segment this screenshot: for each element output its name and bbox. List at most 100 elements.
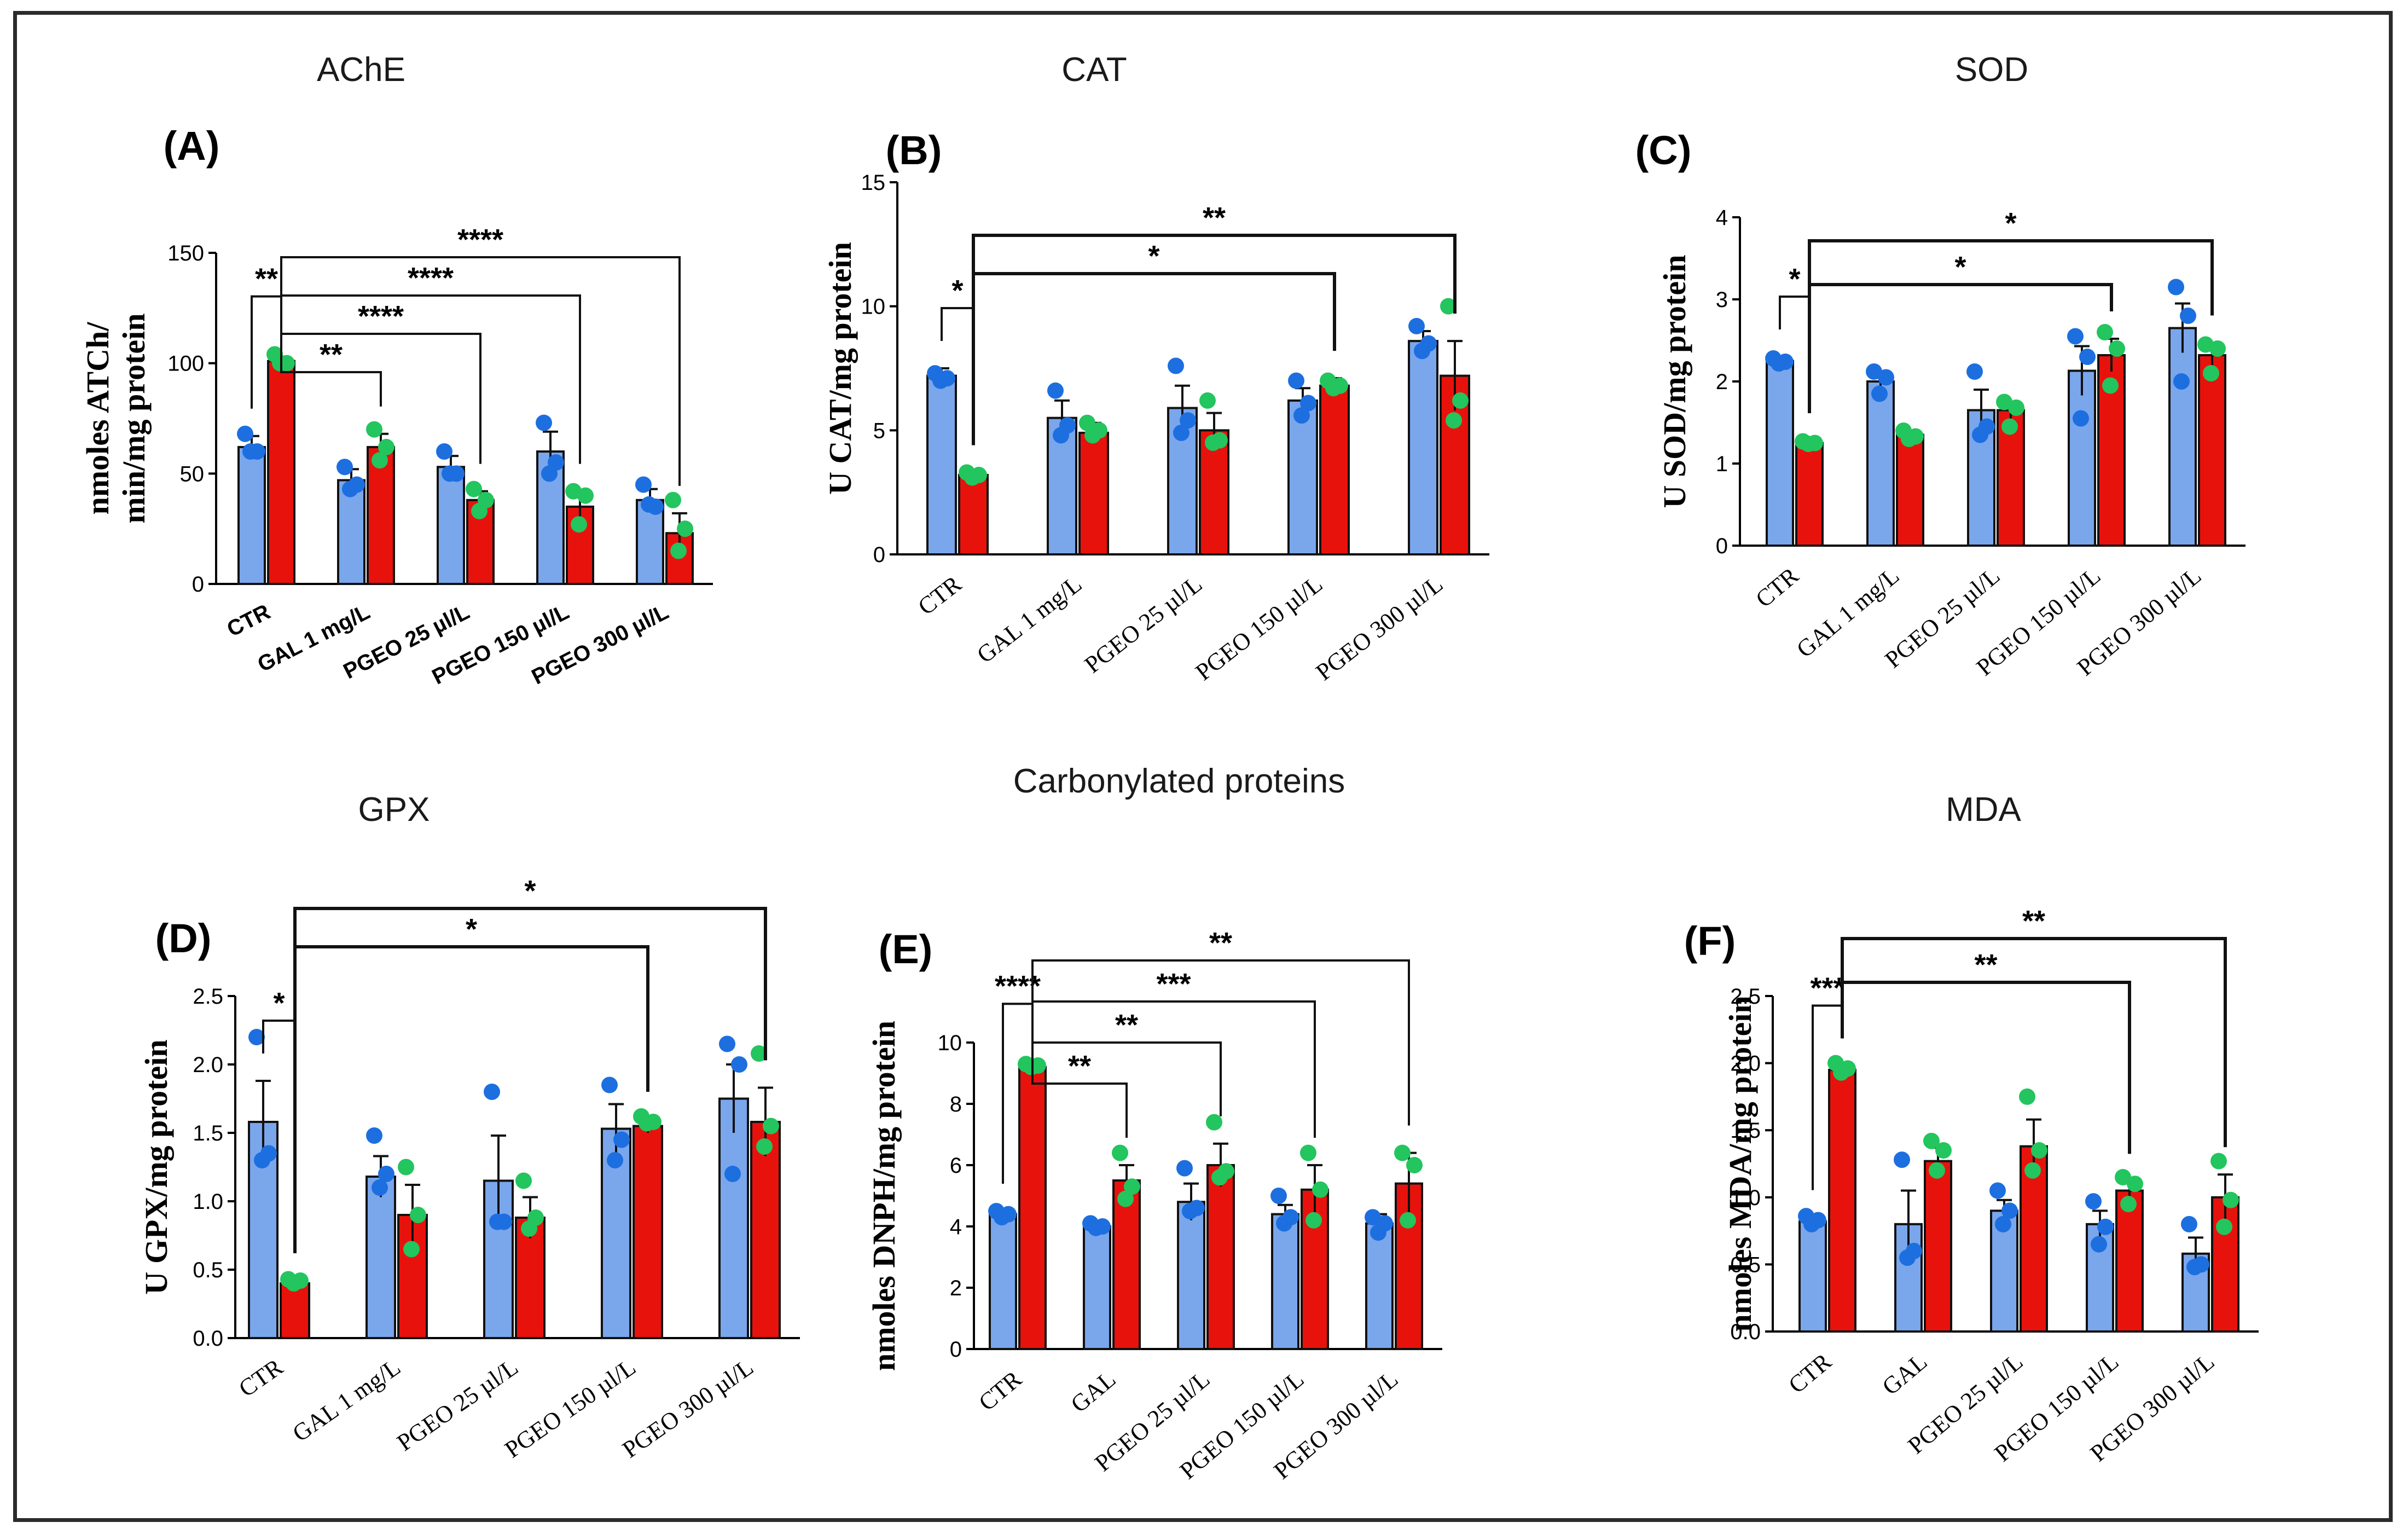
- bar: [1319, 384, 1350, 555]
- data-point: [670, 542, 687, 559]
- significance-label: ****: [995, 970, 1041, 1003]
- data-point: [1414, 343, 1430, 360]
- significance-label: ***: [1156, 968, 1191, 1000]
- data-point: [1300, 1144, 1316, 1161]
- data-point: [2091, 1236, 2107, 1253]
- data-point: [1124, 1178, 1140, 1195]
- data-point: [2181, 1215, 2197, 1232]
- significance-label: ****: [358, 300, 404, 333]
- y-tick-label: 4: [950, 1215, 962, 1239]
- panel-d: GPX (D) U GPX/mg protein 0.0 0.5 1.0 1.5 2.0 2.5…: [138, 791, 800, 1463]
- bar: [280, 1282, 310, 1339]
- y-tick-label: 5: [873, 419, 885, 443]
- significance-bracket: [1808, 283, 2113, 413]
- data-point: [639, 1115, 655, 1132]
- panel-title: Carbonylated proteins: [1013, 762, 1345, 800]
- data-point: [2085, 1193, 2102, 1210]
- data-point: [1293, 407, 1310, 424]
- data-point: [2073, 410, 2089, 427]
- bar: [1018, 1066, 1047, 1351]
- data-point: [378, 438, 394, 455]
- bar: [958, 473, 989, 556]
- y-tick-label: 10: [861, 295, 886, 319]
- panel-title: SOD: [1955, 51, 2028, 89]
- data-point: [237, 425, 253, 442]
- data-point: [2115, 1169, 2131, 1186]
- x-tick-label: PGEO 25 µl/L: [1080, 570, 1207, 678]
- data-point: [964, 469, 980, 486]
- data-point: [442, 465, 458, 482]
- data-point: [2127, 1176, 2143, 1193]
- y-tick-label: 1.0: [1730, 1186, 1761, 1210]
- significance-label: *: [1148, 240, 1159, 273]
- data-point: [286, 1275, 302, 1292]
- y-axis-label: nmoles ATCh/min/mg protein: [80, 314, 152, 524]
- significance-label: *: [2005, 207, 2016, 240]
- data-point: [489, 1213, 506, 1230]
- x-tick-label: CTR: [973, 1365, 1027, 1416]
- y-tick-label: 4: [1716, 206, 1728, 230]
- data-point: [1300, 395, 1316, 412]
- significance-bracket: [1841, 937, 2227, 1148]
- data-point: [607, 1152, 623, 1168]
- bar: [1078, 431, 1109, 555]
- data-point: [1899, 1249, 1916, 1266]
- significance-bracket: [972, 272, 1336, 445]
- bar: [1083, 1225, 1111, 1350]
- data-point: [2001, 1202, 2018, 1219]
- data-point: [1305, 1212, 1322, 1229]
- bar: [1365, 1222, 1394, 1350]
- y-tick-label: 15: [861, 171, 886, 195]
- bar: [1199, 429, 1229, 555]
- data-point: [1288, 372, 1304, 389]
- panel-letter: (D): [155, 916, 212, 961]
- y-tick-label: 2.0: [193, 1053, 223, 1077]
- y-tick-label: 0.5: [193, 1258, 223, 1282]
- bar: [437, 466, 465, 585]
- data-point: [1312, 1181, 1328, 1198]
- y-axis-label-line: min/mg protein: [116, 314, 152, 524]
- data-point: [366, 421, 382, 438]
- y-tick-label: 1.0: [193, 1190, 223, 1214]
- data-point: [1989, 1182, 2006, 1199]
- data-point: [541, 465, 558, 482]
- data-point: [2210, 1153, 2227, 1170]
- panel-e: Carbonylated proteins (E) nmoles DNPH/mg p…: [866, 762, 1442, 1484]
- data-point: [248, 1029, 265, 1045]
- data-point: [1199, 392, 1216, 409]
- data-point: [1871, 385, 1888, 402]
- y-tick-label: 50: [180, 462, 205, 486]
- data-point: [2186, 1259, 2203, 1276]
- x-tick-label: CTR: [1783, 1348, 1837, 1399]
- data-point: [2024, 1162, 2041, 1179]
- panel-letter: (C): [1635, 128, 1692, 173]
- y-tick-label: 0: [873, 543, 885, 567]
- bar: [2068, 369, 2096, 547]
- data-point: [1803, 1215, 1820, 1232]
- y-tick-label: 0: [950, 1338, 962, 1362]
- x-tick-label: CTR: [223, 600, 274, 642]
- significance-bracket: [293, 945, 649, 1253]
- data-point: [1923, 1132, 1940, 1149]
- significance-label: **: [320, 338, 343, 371]
- data-point: [1176, 1160, 1193, 1177]
- significance-bracket: [972, 234, 1457, 445]
- y-axis-label-line: U GPX/mg protein: [138, 1039, 174, 1294]
- bar: [718, 1097, 749, 1339]
- data-point: [1205, 435, 1221, 451]
- bar: [1766, 360, 1794, 547]
- data-point: [342, 481, 358, 497]
- data-point: [1370, 1224, 1386, 1241]
- bar: [1271, 1213, 1299, 1351]
- data-point: [2102, 377, 2119, 394]
- x-tick-label: CTR: [234, 1353, 288, 1403]
- significance-label: *: [466, 913, 477, 946]
- data-point: [1972, 426, 1988, 443]
- data-point: [1047, 382, 1064, 399]
- data-point: [1901, 431, 1917, 447]
- bar: [1206, 1164, 1235, 1350]
- data-point: [1894, 1151, 1910, 1168]
- data-point: [751, 1045, 767, 1062]
